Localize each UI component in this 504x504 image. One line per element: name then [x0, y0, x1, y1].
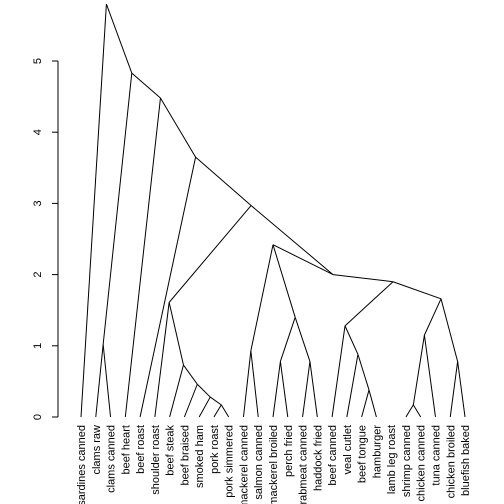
y-tick-label: 5	[32, 58, 44, 64]
branch-merge-4-left	[183, 384, 198, 418]
leaf-label: pork roast	[209, 425, 221, 474]
branch-merge-9-right	[309, 361, 318, 418]
branch-merge-24-right	[131, 72, 161, 99]
leaf-labels: sardines canned clams raw clams canned beef…	[76, 425, 472, 504]
branch-merge-3-left	[198, 396, 211, 418]
leaf-label: chicken canned	[416, 425, 428, 501]
leaf-label: hamburger	[371, 425, 383, 479]
branch-merge-18-right	[440, 298, 459, 362]
leaf-label: beef roast	[135, 425, 147, 474]
leaf-label: beef tongue	[357, 425, 369, 483]
leaf-label: chicken broiled	[445, 425, 457, 498]
leaf-label: bluefish baked	[460, 425, 472, 496]
branch-merge-21-right	[250, 205, 334, 275]
branches	[80, 3, 466, 418]
leaf-label: clams raw	[91, 425, 103, 475]
leaf-label: beef heart	[120, 425, 132, 475]
leaf-label: crabmeat canned	[298, 425, 310, 504]
branch-merge-25-right	[105, 3, 133, 74]
leaf-label: haddock fried	[312, 425, 324, 491]
branch-merge-13-right	[357, 354, 370, 391]
branch-merge-3-right	[209, 396, 222, 406]
branch-merge-16-left	[412, 335, 425, 405]
branch-merge-15-right	[412, 404, 422, 418]
y-tick-label: 1	[32, 343, 44, 349]
branch-merge-23-left	[124, 97, 161, 418]
branch-merge-22-right	[195, 156, 252, 206]
branch-merge-23-right	[160, 97, 197, 158]
branch-merge-2-right	[220, 404, 230, 418]
branch-merge-10-right	[294, 317, 311, 362]
leaf-label: pork simmered	[224, 425, 236, 498]
branch-merge-8-left	[272, 361, 281, 418]
branch-merge-21-left	[168, 205, 252, 303]
y-tick-label: 3	[32, 200, 44, 206]
branch-merge-6-right	[168, 302, 184, 366]
branch-merge-6-left	[154, 302, 170, 418]
leaf-label: beef steak	[165, 425, 177, 476]
branch-merge-11-left	[250, 244, 274, 351]
branch-merge-14-left	[331, 325, 346, 418]
branch-merge-7-right	[250, 350, 259, 418]
branch-merge-17-right	[457, 361, 466, 418]
branch-merge-1-left	[95, 344, 104, 418]
branch-merge-24-left	[102, 73, 133, 345]
branch-merge-20-right	[332, 274, 394, 283]
y-axis: 0 1 2 3 4 5	[32, 58, 59, 420]
leaf-label: tuna canned	[430, 425, 442, 486]
branch-merge-19-left	[344, 281, 394, 327]
branch-merge-1-right	[102, 344, 112, 418]
branch-merge-14-right	[344, 325, 359, 355]
branch-merge-13-left	[346, 354, 359, 418]
leaf-label: shrimp canned	[401, 425, 413, 497]
branch-merge-7-left	[242, 350, 252, 418]
leaf-label: salmon canned	[253, 425, 265, 500]
y-tick-label: 0	[32, 414, 44, 420]
leaf-label: mackerel canned	[238, 425, 250, 504]
leaf-label: beef canned	[327, 425, 339, 486]
branch-merge-11-right	[272, 244, 296, 318]
branch-merge-16-right	[423, 335, 436, 418]
branch-merge-12-right	[368, 389, 377, 418]
branch-merge-12-left	[361, 389, 370, 418]
branch-merge-22-left	[139, 157, 197, 418]
branch-merge-19-right	[392, 281, 442, 300]
branch-merge-4-right	[196, 383, 211, 398]
leaf-label: lamb leg roast	[386, 425, 398, 494]
leaf-label: mackerel broiled	[268, 425, 280, 504]
leaf-label: perch fried	[283, 425, 295, 477]
branch-merge-17-left	[449, 361, 459, 418]
branch-merge-20-left	[272, 244, 334, 276]
branch-merge-18-left	[423, 298, 442, 336]
branch-merge-5-left	[169, 364, 184, 418]
branch-merge-10-left	[279, 317, 296, 362]
leaf-label: beef braised	[179, 425, 191, 486]
leaf-label: smoked ham	[194, 425, 206, 488]
branch-merge-15-left	[405, 404, 414, 418]
leaf-label: sardines canned	[76, 425, 88, 504]
leaf-label: veal cutlet	[342, 425, 354, 475]
y-tick-label: 2	[32, 272, 44, 278]
branch-merge-9-left	[302, 361, 311, 418]
leaf-label: clams canned	[106, 425, 118, 493]
branch-merge-5-right	[183, 364, 198, 385]
leaf-label: shoulder roast	[150, 425, 162, 495]
branch-merge-2-left	[213, 404, 222, 418]
branch-merge-25-left	[80, 4, 107, 418]
branch-merge-8-right	[279, 361, 289, 418]
y-tick-label: 4	[32, 129, 44, 135]
